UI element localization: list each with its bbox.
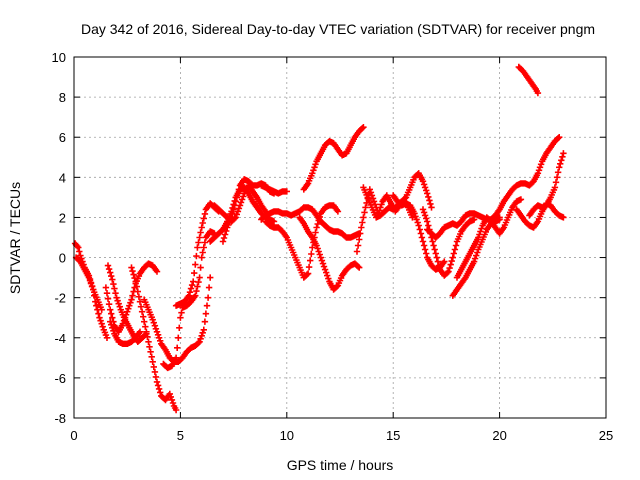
data-series xyxy=(515,63,542,97)
series-markers xyxy=(72,254,105,313)
data-series xyxy=(296,214,363,293)
x-axis-label: GPS time / hours xyxy=(287,457,394,473)
y-tick-label: -2 xyxy=(54,291,66,306)
data-series xyxy=(453,196,525,281)
series-markers xyxy=(160,228,218,372)
series-markers xyxy=(128,264,180,414)
series-markers xyxy=(258,182,290,197)
y-tick-label: 4 xyxy=(59,170,66,185)
y-tick-label: 10 xyxy=(52,50,66,65)
y-axis-label: SDTVAR / TECUs xyxy=(7,182,23,294)
x-tick-label: 5 xyxy=(177,428,184,443)
y-tick-label: -6 xyxy=(54,371,66,386)
series-markers xyxy=(102,260,161,335)
data-series xyxy=(128,264,180,414)
grid-lines xyxy=(74,57,606,418)
series-markers xyxy=(515,63,542,97)
series-markers xyxy=(300,124,367,193)
data-series xyxy=(107,318,144,347)
data-series xyxy=(258,182,290,197)
y-tick-label: -8 xyxy=(54,411,66,426)
series-markers xyxy=(258,204,363,241)
data-series xyxy=(160,228,218,372)
series-markers xyxy=(487,134,563,223)
data-series xyxy=(419,206,478,279)
y-tick-label: 0 xyxy=(59,251,66,266)
x-tick-label: 15 xyxy=(386,428,400,443)
series-markers xyxy=(419,206,478,279)
plot-frame xyxy=(73,56,607,419)
data-series xyxy=(72,254,105,313)
series-markers xyxy=(107,318,144,347)
series-markers xyxy=(526,150,567,219)
data-series xyxy=(487,134,563,223)
data-series xyxy=(258,204,363,241)
y-tick-label: 8 xyxy=(59,90,66,105)
y-tick-label: 6 xyxy=(59,130,66,145)
series-markers xyxy=(360,170,435,221)
y-tick-label: 2 xyxy=(59,210,66,225)
series-markers xyxy=(296,214,363,293)
x-tick-label: 20 xyxy=(492,428,506,443)
x-tick-label: 0 xyxy=(70,428,77,443)
data-series xyxy=(526,150,567,219)
x-tick-label: 25 xyxy=(599,428,613,443)
data-points xyxy=(71,63,567,414)
data-series xyxy=(102,260,161,335)
x-tick-label: 10 xyxy=(280,428,294,443)
y-tick-label: -4 xyxy=(54,331,66,346)
data-series xyxy=(211,182,269,225)
chart-title: Day 342 of 2016, Sidereal Day-to-day VTE… xyxy=(81,21,595,37)
data-series xyxy=(360,170,435,221)
series-markers xyxy=(211,182,269,225)
data-series xyxy=(300,124,367,193)
series-markers xyxy=(453,196,525,281)
